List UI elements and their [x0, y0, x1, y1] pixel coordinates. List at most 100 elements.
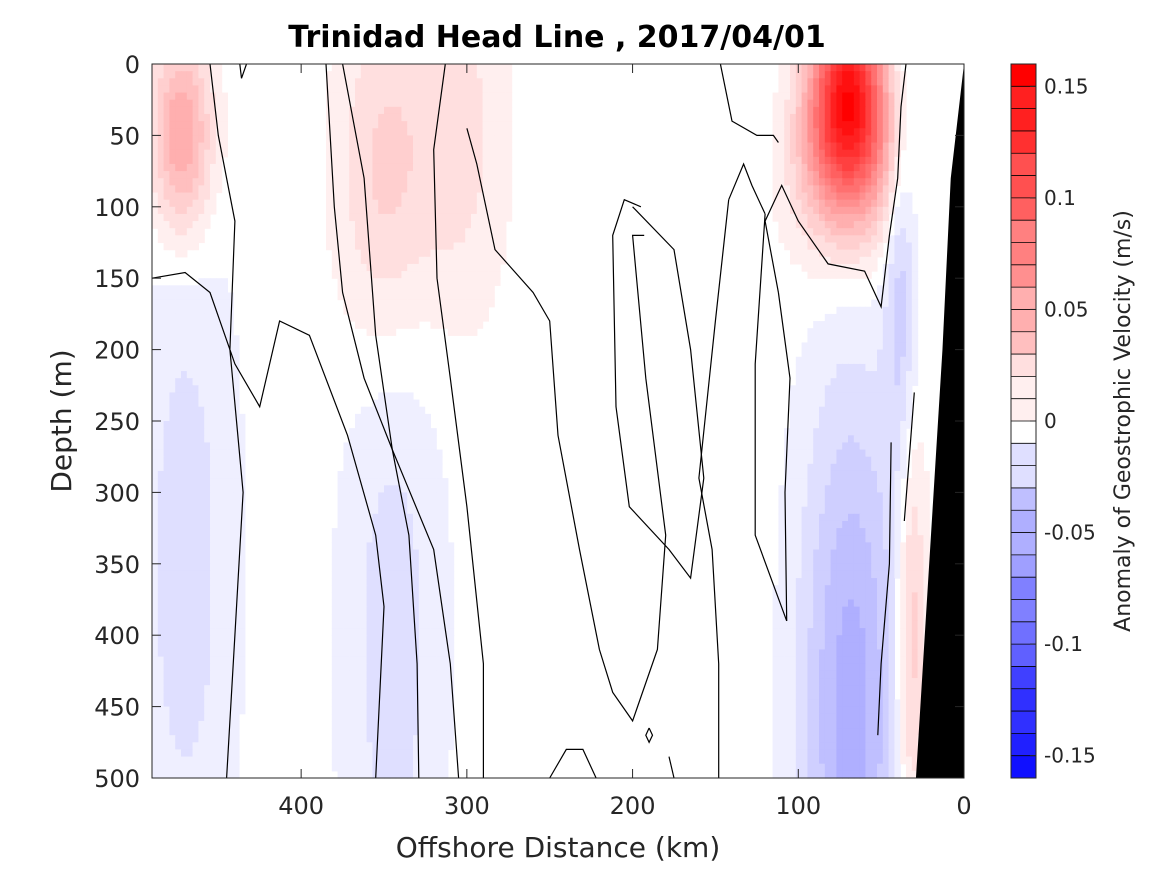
- contour-cell: [807, 549, 814, 558]
- contour-cell: [888, 135, 895, 144]
- contour-cell: [442, 556, 449, 565]
- contour-cell: [842, 192, 849, 201]
- contour-cell: [830, 271, 837, 279]
- contour-cell: [778, 78, 785, 87]
- contour-cell: [186, 356, 194, 365]
- contour-cell: [877, 470, 884, 479]
- contour-cell: [204, 478, 211, 486]
- contour-cell: [871, 85, 878, 94]
- contour-cell: [900, 456, 907, 465]
- contour-cell: [836, 149, 843, 158]
- contour-cell: [221, 535, 228, 543]
- contour-cell: [476, 278, 484, 286]
- contour-cell: [331, 656, 339, 665]
- contour-cell: [424, 599, 431, 608]
- contour-cell: [882, 92, 890, 101]
- contour-cell: [186, 385, 194, 394]
- contour-cell: [413, 71, 420, 79]
- contour-cell: [906, 378, 913, 386]
- contour-cell: [807, 678, 814, 686]
- contour-cell: [221, 299, 228, 308]
- contour-cell: [917, 528, 924, 536]
- contour-cell: [772, 163, 779, 172]
- contour-cell: [836, 478, 843, 486]
- contour-cell: [418, 221, 426, 229]
- contour-cell: [871, 606, 878, 615]
- contour-cell: [906, 485, 913, 493]
- contour-cell: [865, 463, 872, 472]
- contour-cell: [906, 649, 913, 658]
- contour-cell: [505, 192, 513, 201]
- contour-cell: [494, 256, 501, 265]
- contour-cell: [331, 192, 339, 201]
- contour-cell: [836, 213, 843, 222]
- contour-cell: [807, 449, 814, 458]
- contour-cell: [471, 278, 478, 286]
- contour-cell: [175, 199, 182, 208]
- contour-cell: [395, 670, 402, 679]
- contour-cell: [239, 663, 246, 672]
- contour-cell: [442, 613, 449, 622]
- contour-cell: [807, 620, 814, 629]
- contour-cell: [830, 556, 837, 565]
- contour-cell: [911, 228, 919, 236]
- contour-cell: [227, 549, 234, 558]
- contour-cell: [221, 570, 228, 579]
- contour-cell: [894, 492, 901, 501]
- contour-cell: [221, 363, 228, 372]
- contour-cell: [830, 363, 837, 372]
- contour-cell: [227, 585, 234, 593]
- contour-cell: [186, 549, 194, 558]
- contour-cell: [859, 442, 866, 451]
- contour-cell: [355, 271, 362, 279]
- contour-cell: [784, 64, 791, 72]
- contour-cell: [413, 135, 420, 144]
- contour-cell: [181, 413, 188, 422]
- contour-cell: [442, 542, 449, 551]
- contour-cell: [210, 578, 217, 586]
- contour-cell: [906, 249, 913, 258]
- contour-cell: [366, 213, 373, 222]
- contour-cell: [326, 192, 333, 201]
- contour-cell: [407, 78, 414, 87]
- contour-cell: [911, 371, 919, 379]
- contour-cell: [476, 71, 484, 79]
- contour-cell: [152, 549, 159, 558]
- contour-cell: [813, 213, 820, 222]
- contour-cell: [175, 663, 182, 672]
- contour-cell: [413, 285, 420, 294]
- contour-cell: [401, 256, 408, 265]
- contour-cell: [482, 271, 489, 279]
- contour-cell: [830, 613, 837, 622]
- contour-cell: [360, 142, 368, 151]
- contour-cell: [790, 528, 797, 536]
- contour-cell: [389, 99, 397, 108]
- contour-cell: [917, 635, 924, 643]
- contour-cell: [424, 549, 431, 558]
- contour-cell: [401, 163, 408, 172]
- contour-cell: [360, 613, 368, 622]
- contour-cell: [360, 470, 368, 479]
- contour-cell: [900, 663, 907, 672]
- contour-cell: [871, 178, 878, 186]
- contour-cell: [465, 306, 472, 315]
- contour-cell: [418, 192, 426, 201]
- contour-cell: [215, 628, 223, 636]
- contour-cell: [900, 199, 907, 208]
- contour-cell: [384, 242, 391, 251]
- contour-cell: [807, 371, 814, 379]
- contour-cell: [198, 528, 205, 536]
- contour-cell: [349, 613, 356, 622]
- contour-cell: [395, 285, 402, 294]
- contour-cell: [210, 199, 217, 208]
- contour-cell: [488, 92, 495, 101]
- contour-cell: [186, 135, 194, 144]
- contour-cell: [877, 356, 884, 365]
- contour-cell: [355, 649, 362, 658]
- contour-cell: [871, 185, 878, 194]
- contour-cell: [836, 678, 843, 686]
- contour-cell: [795, 592, 803, 601]
- contour-cell: [836, 578, 843, 586]
- contour-cell: [372, 299, 379, 308]
- contour-cell: [378, 271, 385, 279]
